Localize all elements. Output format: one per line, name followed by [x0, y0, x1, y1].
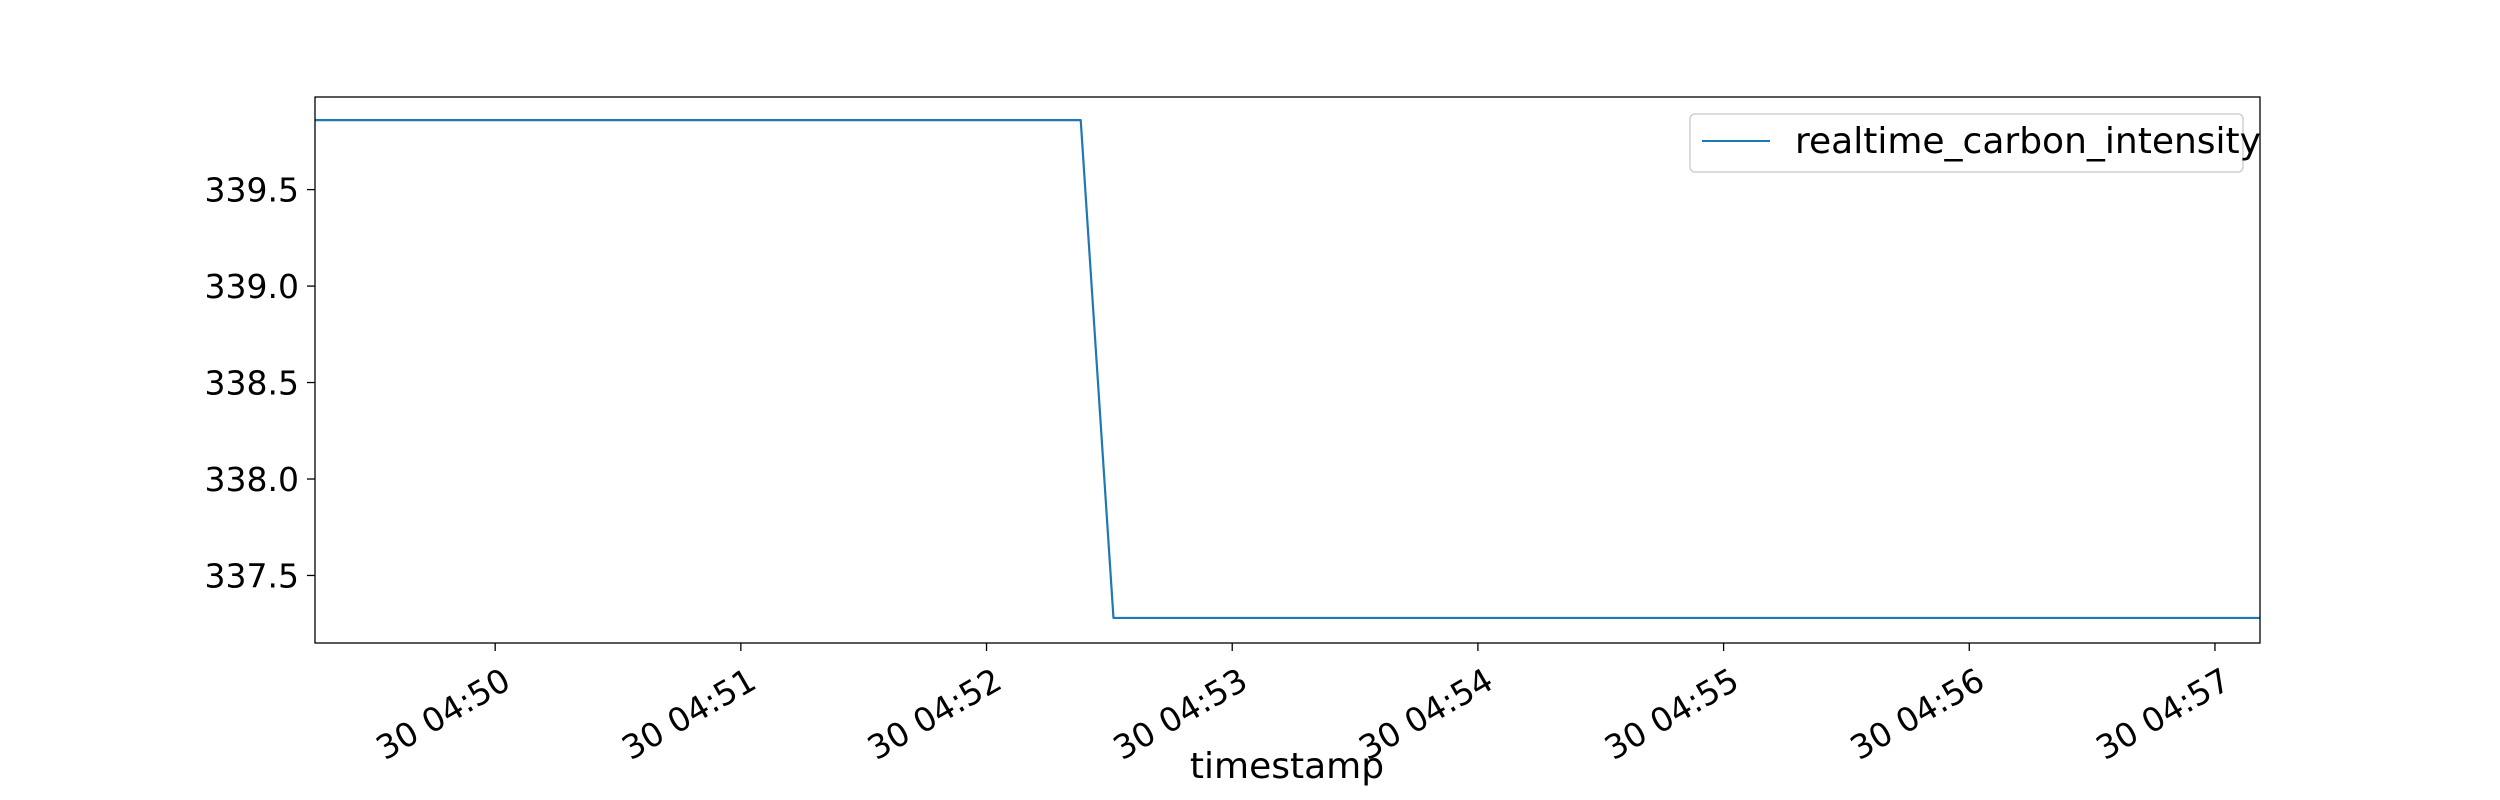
x-tick-label: 30 04:55 [1598, 660, 1745, 768]
x-axis-title: timestamp [1190, 746, 1384, 787]
legend-box [1689, 113, 2244, 173]
x-tick-label: 30 04:52 [861, 660, 1008, 768]
y-tick-label: 338.0 [205, 460, 299, 499]
plot-background [315, 97, 2260, 643]
legend: realtime_carbon_intensity [1689, 113, 2261, 173]
plot-frame [314, 96, 2261, 644]
y-tick-label: 338.5 [205, 364, 299, 403]
series-line-realtime-carbon-intensity [315, 119, 2260, 620]
x-tick-label: 30 04:51 [615, 660, 762, 768]
y-tick-label: 339.0 [205, 267, 299, 306]
x-tick-label: 30 04:50 [369, 660, 516, 768]
y-tick-label: 337.5 [205, 556, 299, 595]
x-tick-label: 30 04:57 [2089, 660, 2236, 768]
y-tick-label: 339.5 [205, 171, 299, 210]
series-lines [315, 119, 2260, 620]
y-axis-ticks: 337.5 338.0 338.5 339.0 339.5 [205, 171, 315, 595]
x-tick-label: 30 04:56 [1844, 660, 1991, 768]
legend-label-realtime-carbon-intensity: realtime_carbon_intensity [1795, 121, 2261, 162]
